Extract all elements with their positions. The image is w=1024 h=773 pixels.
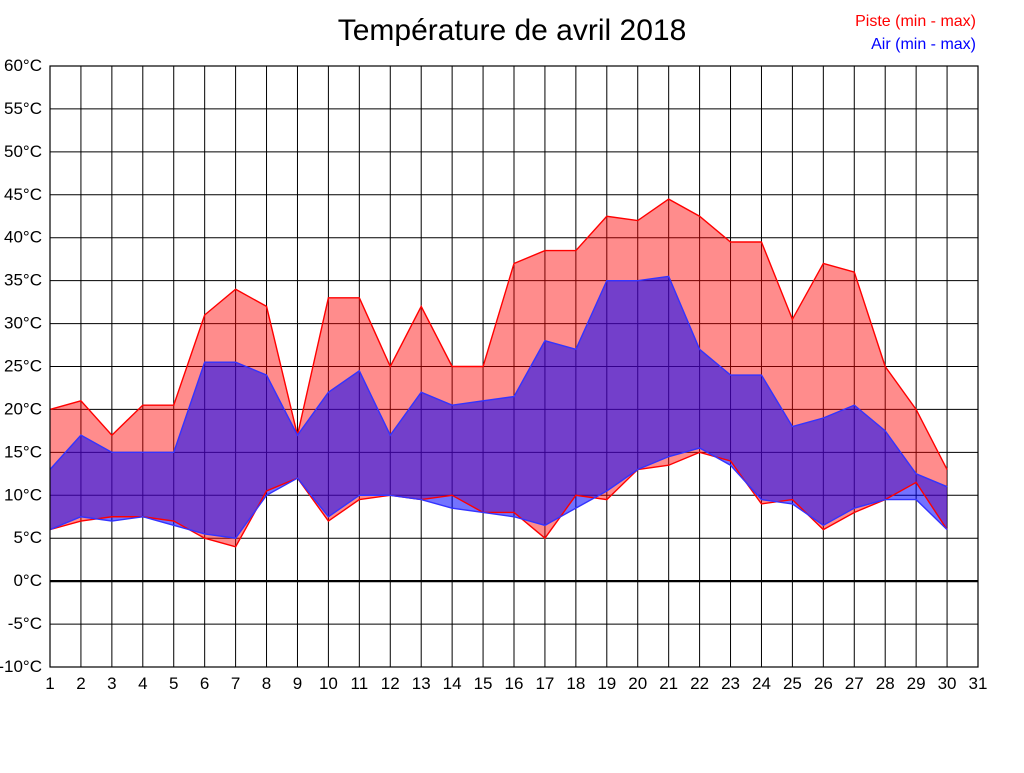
svg-text:1: 1 bbox=[45, 674, 54, 693]
svg-text:23: 23 bbox=[721, 674, 740, 693]
svg-text:26: 26 bbox=[814, 674, 833, 693]
svg-text:19: 19 bbox=[597, 674, 616, 693]
svg-text:29: 29 bbox=[907, 674, 926, 693]
svg-text:7: 7 bbox=[231, 674, 240, 693]
svg-text:16: 16 bbox=[505, 674, 524, 693]
svg-text:0°C: 0°C bbox=[13, 571, 42, 590]
svg-text:5°C: 5°C bbox=[13, 528, 42, 547]
svg-text:24: 24 bbox=[752, 674, 771, 693]
svg-text:30: 30 bbox=[938, 674, 957, 693]
svg-text:6: 6 bbox=[200, 674, 209, 693]
svg-text:25°C: 25°C bbox=[4, 357, 42, 376]
svg-text:28: 28 bbox=[876, 674, 895, 693]
svg-text:9: 9 bbox=[293, 674, 302, 693]
svg-text:15°C: 15°C bbox=[4, 442, 42, 461]
svg-text:35°C: 35°C bbox=[4, 271, 42, 290]
svg-text:10°C: 10°C bbox=[4, 485, 42, 504]
svg-text:-5°C: -5°C bbox=[8, 614, 42, 633]
svg-text:12: 12 bbox=[381, 674, 400, 693]
svg-text:8: 8 bbox=[262, 674, 271, 693]
svg-text:18: 18 bbox=[566, 674, 585, 693]
svg-text:20: 20 bbox=[628, 674, 647, 693]
svg-text:2: 2 bbox=[76, 674, 85, 693]
svg-text:5: 5 bbox=[169, 674, 178, 693]
svg-text:30°C: 30°C bbox=[4, 314, 42, 333]
svg-text:-10°C: -10°C bbox=[0, 657, 42, 676]
svg-text:15: 15 bbox=[474, 674, 493, 693]
svg-text:17: 17 bbox=[535, 674, 554, 693]
svg-text:55°C: 55°C bbox=[4, 99, 42, 118]
svg-text:10: 10 bbox=[319, 674, 338, 693]
svg-text:50°C: 50°C bbox=[4, 142, 42, 161]
svg-text:20°C: 20°C bbox=[4, 399, 42, 418]
svg-text:14: 14 bbox=[443, 674, 462, 693]
svg-text:3: 3 bbox=[107, 674, 116, 693]
svg-text:31: 31 bbox=[969, 674, 988, 693]
svg-text:11: 11 bbox=[351, 674, 369, 693]
svg-text:22: 22 bbox=[690, 674, 709, 693]
svg-text:21: 21 bbox=[659, 674, 678, 693]
svg-text:25: 25 bbox=[783, 674, 802, 693]
svg-text:60°C: 60°C bbox=[4, 56, 42, 75]
svg-text:45°C: 45°C bbox=[4, 185, 42, 204]
svg-text:40°C: 40°C bbox=[4, 228, 42, 247]
svg-text:27: 27 bbox=[845, 674, 864, 693]
svg-text:4: 4 bbox=[138, 674, 147, 693]
svg-text:13: 13 bbox=[412, 674, 431, 693]
